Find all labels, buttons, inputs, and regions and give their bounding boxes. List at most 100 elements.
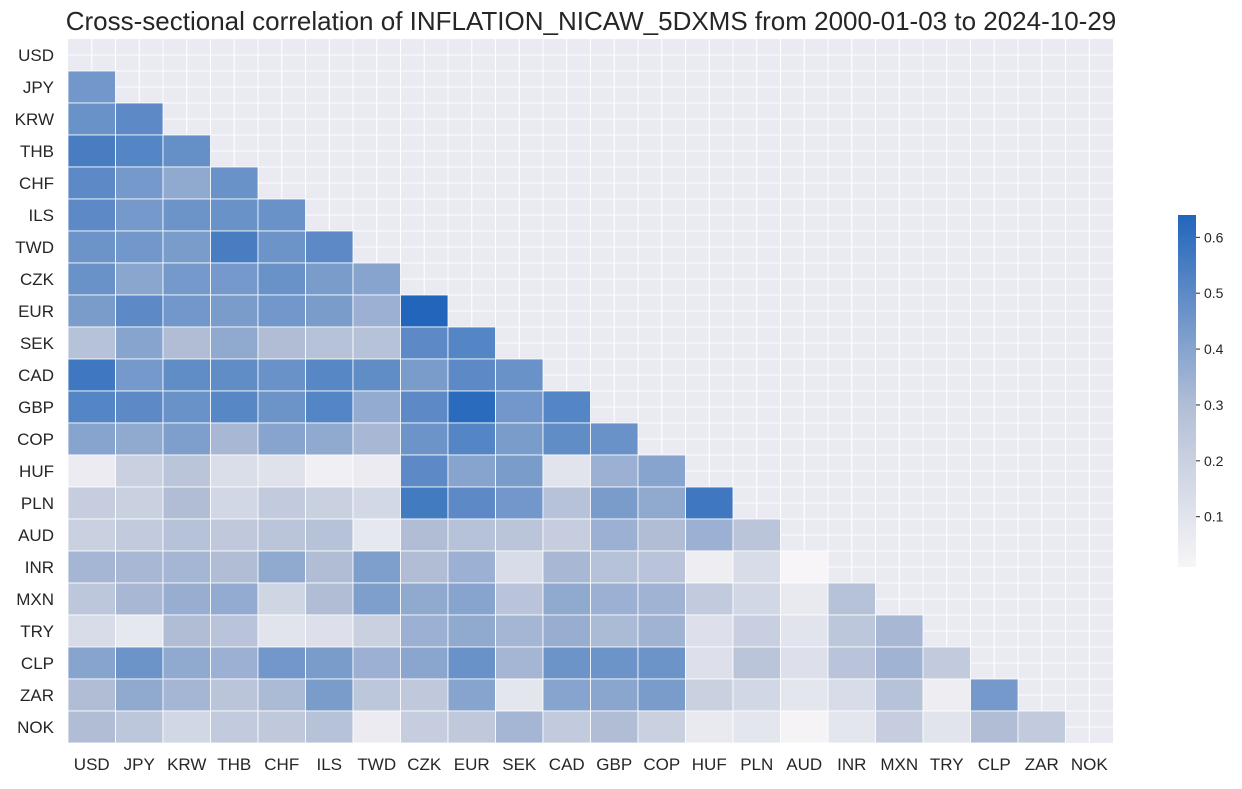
- heatmap-cell: [115, 646, 164, 680]
- heatmap-cell: [352, 710, 401, 744]
- colorbar-tick-label: 0.2: [1204, 453, 1224, 469]
- heatmap-cell: [162, 262, 211, 296]
- heatmap-cell: [637, 646, 686, 680]
- heatmap-cell: [685, 678, 734, 712]
- y-axis-labels: USD JPY KRW THB CHF ILS TWD CZK EUR SEK CAD GBP COP H…: [15, 46, 55, 737]
- heatmap-cell: [732, 678, 781, 712]
- heatmap-cell: [115, 550, 164, 584]
- heatmap-cell: [732, 550, 781, 584]
- heatmap-cell: [495, 486, 544, 520]
- heatmap-cell: [210, 198, 259, 232]
- heatmap-cell: [67, 166, 116, 200]
- heatmap-cell: [305, 422, 354, 456]
- heatmap-cell: [780, 550, 829, 584]
- heatmap-cell: [67, 262, 116, 296]
- heatmap-cell: [590, 454, 639, 488]
- y-tick-label: PLN: [21, 494, 54, 513]
- heatmap-cell: [827, 582, 876, 616]
- heatmap-cell: [447, 358, 496, 392]
- heatmap-cell: [257, 358, 306, 392]
- heatmap-cell: [257, 326, 306, 360]
- heatmap-cell: [115, 710, 164, 744]
- heatmap-cell: [970, 710, 1019, 744]
- heatmap-cell: [210, 518, 259, 552]
- heatmap-cell: [162, 710, 211, 744]
- heatmap-cell: [637, 518, 686, 552]
- heatmap-cell: [115, 326, 164, 360]
- heatmap-cell: [637, 678, 686, 712]
- heatmap-cell: [685, 614, 734, 648]
- heatmap-cell: [732, 518, 781, 552]
- heatmap-cell: [590, 614, 639, 648]
- x-tick-label: EUR: [454, 755, 490, 774]
- y-tick-label: THB: [20, 142, 54, 161]
- heatmap-cell: [210, 294, 259, 328]
- heatmap-cell: [637, 486, 686, 520]
- heatmap-cell: [400, 710, 449, 744]
- heatmap-cell: [400, 646, 449, 680]
- colorbar-tick-label: 0.4: [1204, 341, 1224, 357]
- colorbar-tick-label: 0.1: [1204, 509, 1224, 525]
- heatmap-cell: [542, 614, 591, 648]
- heatmap-cell: [67, 198, 116, 232]
- heatmap-cell: [67, 70, 116, 104]
- heatmap-cell: [210, 166, 259, 200]
- heatmap-cell: [590, 678, 639, 712]
- heatmap-cell: [67, 134, 116, 168]
- y-tick-label: CAD: [18, 366, 54, 385]
- y-tick-label: EUR: [18, 302, 54, 321]
- heatmap-cell: [447, 614, 496, 648]
- heatmap-cell: [305, 358, 354, 392]
- heatmap-cell: [115, 134, 164, 168]
- heatmap-cell: [685, 710, 734, 744]
- heatmap-cell: [162, 518, 211, 552]
- heatmap-cell: [922, 710, 971, 744]
- heatmap-cell: [162, 390, 211, 424]
- heatmap-cell: [400, 390, 449, 424]
- heatmap-cell: [447, 422, 496, 456]
- heatmap-cell: [827, 646, 876, 680]
- heatmap-cell: [637, 710, 686, 744]
- heatmap-cell: [257, 198, 306, 232]
- heatmap-cell: [67, 326, 116, 360]
- heatmap-cell: [352, 326, 401, 360]
- y-tick-label: JPY: [23, 78, 54, 97]
- heatmap-cell: [590, 710, 639, 744]
- heatmap-cell: [67, 102, 116, 136]
- heatmap-cell: [67, 454, 116, 488]
- heatmap-cell: [67, 230, 116, 264]
- x-tick-label: CHF: [264, 755, 299, 774]
- heatmap-cell: [352, 294, 401, 328]
- y-tick-label: ILS: [28, 206, 54, 225]
- heatmap-cell: [495, 358, 544, 392]
- heatmap-cell: [495, 646, 544, 680]
- heatmap-cell: [67, 518, 116, 552]
- heatmap-cell: [257, 390, 306, 424]
- heatmap-cell: [542, 678, 591, 712]
- heatmap-cell: [542, 550, 591, 584]
- x-tick-label: THB: [217, 755, 251, 774]
- heatmap-cell: [305, 390, 354, 424]
- heatmap-cell: [210, 486, 259, 520]
- heatmap-cell: [305, 454, 354, 488]
- heatmap-cell: [257, 422, 306, 456]
- heatmap-cell: [257, 710, 306, 744]
- heatmap-cell: [162, 326, 211, 360]
- heatmap-cell: [115, 198, 164, 232]
- heatmap-cell: [400, 614, 449, 648]
- heatmap-cell: [780, 582, 829, 616]
- heatmap-cell: [67, 710, 116, 744]
- colorbar-tick-label: 0.3: [1204, 397, 1224, 413]
- heatmap-cell: [780, 710, 829, 744]
- heatmap-cell: [305, 582, 354, 616]
- x-tick-label: KRW: [167, 755, 206, 774]
- heatmap-cell: [257, 486, 306, 520]
- x-tick-label: USD: [74, 755, 110, 774]
- heatmap-cell: [732, 582, 781, 616]
- heatmap-cell: [400, 550, 449, 584]
- x-tick-label: PLN: [740, 755, 773, 774]
- heatmap-cell: [162, 646, 211, 680]
- heatmap-cell: [685, 646, 734, 680]
